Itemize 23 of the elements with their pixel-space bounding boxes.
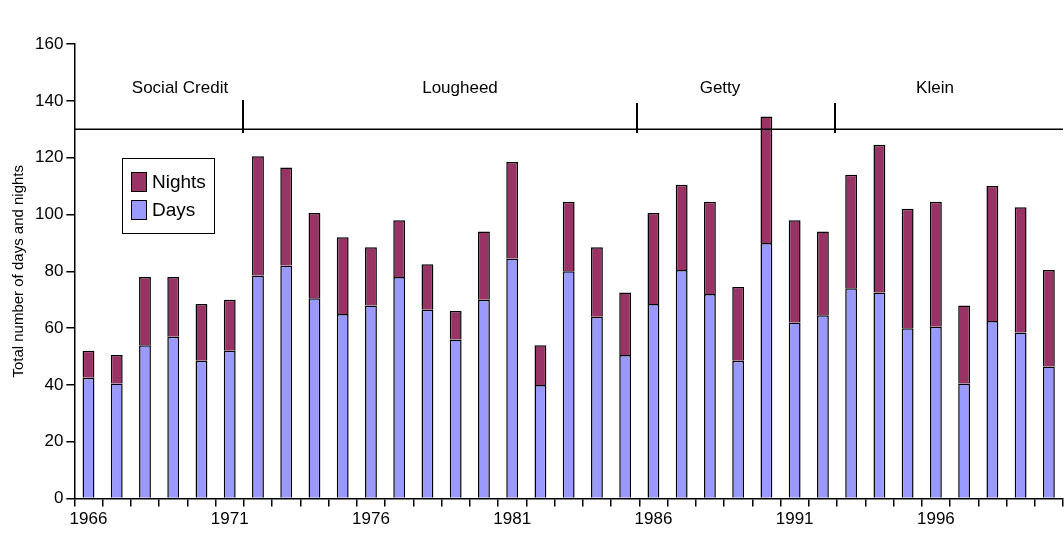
annotation: Social Credit: [131, 78, 229, 98]
legend-label: Days: [152, 199, 196, 221]
y-tick-label: 60: [44, 317, 64, 337]
legend-label: Nights: [152, 171, 206, 193]
y-tick-label: 120: [34, 147, 64, 167]
x-tick-label: 1981: [493, 509, 532, 529]
y-tick-label: 100: [34, 204, 64, 224]
annotation: Klein: [916, 78, 954, 98]
x-tick-label: 1966: [69, 509, 108, 529]
annotation: Lougheed: [422, 78, 498, 98]
y-tick-label: 160: [34, 33, 64, 53]
x-tick-label: 1971: [210, 509, 249, 529]
y-axis-title: Total number of days and nights: [9, 164, 27, 378]
x-tick-label: 1996: [916, 509, 955, 529]
y-tick-label: 0: [53, 488, 64, 508]
y-tick-label: 140: [34, 90, 64, 110]
y-tick-label: 20: [44, 431, 64, 451]
y-tick-label: 80: [44, 260, 64, 280]
x-tick-label: 1991: [775, 509, 814, 529]
x-tick-label: 1986: [634, 509, 673, 529]
y-tick-label: 40: [44, 374, 64, 394]
annotation: Getty: [699, 78, 741, 98]
x-tick-label: 1976: [352, 509, 390, 529]
